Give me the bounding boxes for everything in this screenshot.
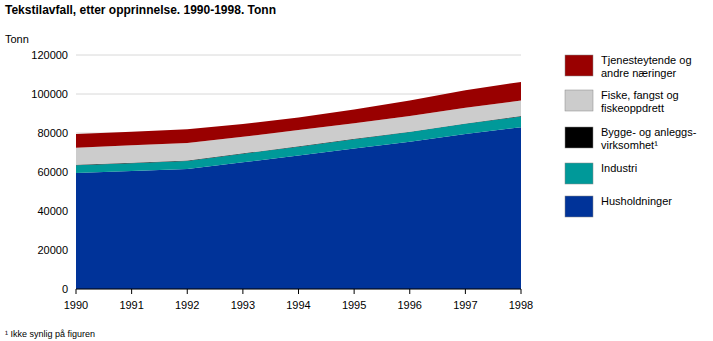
x-tick-label: 1990 bbox=[64, 299, 88, 311]
y-tick-label: 60000 bbox=[37, 166, 68, 178]
x-tick bbox=[242, 289, 243, 294]
grid-line bbox=[76, 55, 521, 56]
x-tick bbox=[76, 289, 77, 294]
legend-line: virksomhet¹ bbox=[601, 139, 658, 151]
x-tick bbox=[521, 289, 522, 294]
legend-label: Industri bbox=[601, 162, 637, 174]
x-tick bbox=[187, 289, 188, 294]
legend-swatch bbox=[565, 90, 593, 111]
legend-swatch bbox=[565, 55, 593, 76]
y-tick-label: 120000 bbox=[31, 49, 68, 61]
legend-line: andre næringer bbox=[601, 67, 677, 79]
legend-line: Industri bbox=[601, 162, 637, 174]
legend-label: Husholdninger bbox=[601, 195, 672, 207]
y-tick-label: 0 bbox=[62, 283, 68, 295]
legend-label: Tjenesteytende ogandre næringer bbox=[601, 54, 692, 79]
x-tick bbox=[465, 289, 466, 294]
legend-line: Bygge- og anleggs- bbox=[601, 126, 697, 138]
x-tick bbox=[354, 289, 355, 294]
x-tick-label: 1995 bbox=[342, 299, 366, 311]
y-tick-label: 100000 bbox=[31, 88, 68, 100]
x-tick bbox=[131, 289, 132, 294]
x-tick-label: 1994 bbox=[286, 299, 310, 311]
y-label: Tonn bbox=[5, 33, 29, 45]
x-tick bbox=[298, 289, 299, 294]
x-tick-label: 1998 bbox=[509, 299, 533, 311]
area bbox=[76, 82, 521, 148]
x-tick-label: 1991 bbox=[119, 299, 143, 311]
legend-label: Bygge- og anleggs-virksomhet¹ bbox=[601, 126, 697, 151]
legend-line: fiskeoppdrett bbox=[601, 102, 664, 114]
y-tick-label: 20000 bbox=[37, 244, 68, 256]
y-tick-label: 40000 bbox=[37, 205, 68, 217]
title: Tekstilavfall, etter opprinnelse. 1990-1… bbox=[5, 3, 276, 17]
note: ¹ Ikke synlig på figuren bbox=[5, 329, 95, 339]
x-tick-label: 1997 bbox=[453, 299, 477, 311]
legend-line: Fiske, fangst og bbox=[601, 89, 679, 101]
legend-swatch bbox=[565, 196, 593, 217]
x-tick-label: 1996 bbox=[398, 299, 422, 311]
x-tick bbox=[409, 289, 410, 294]
y-tick-label: 80000 bbox=[37, 127, 68, 139]
legend-line: Husholdninger bbox=[601, 195, 672, 207]
x-tick-label: 1992 bbox=[175, 299, 199, 311]
areas bbox=[76, 82, 521, 289]
legend-line: Tjenesteytende og bbox=[601, 54, 692, 66]
x-tick-label: 1993 bbox=[231, 299, 255, 311]
legend-swatch bbox=[565, 127, 593, 148]
legend-swatch bbox=[565, 163, 593, 184]
legend-label: Fiske, fangst ogfiskeoppdrett bbox=[601, 89, 679, 114]
chart: Tekstilavfall, etter opprinnelse. 1990-1… bbox=[0, 0, 713, 341]
